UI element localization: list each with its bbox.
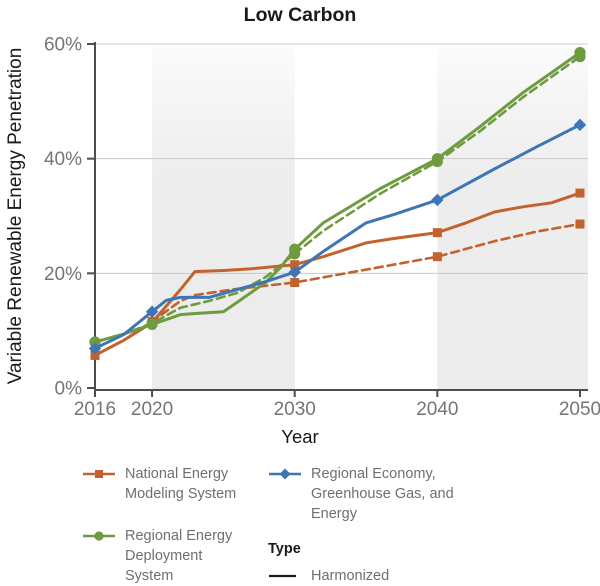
x-axis-title: Year [281,426,318,447]
square-marker-icon [95,470,103,478]
diamond-marker-icon [88,342,102,355]
x-tick-label: 2016 [74,399,116,420]
series-line-diamond-solid [93,123,582,350]
y-tick-label: 40% [44,149,82,170]
y-tick-label: 0% [55,379,83,400]
regge-line-swatch-icon [269,468,301,480]
nems-line-swatch-icon [83,470,115,478]
circle-marker-icon [431,153,443,165]
diamond-marker-icon [288,265,301,279]
x-tick-label: 2030 [274,399,316,420]
legend-item-nems: National Energy Modeling System [82,464,252,504]
diamond-marker-icon [145,305,159,318]
square-marker-icon [290,260,300,270]
y-axis-title: Variable Renewable Energy Penetration [5,48,26,385]
legend-column-1: National Energy Modeling System Regional… [82,464,252,585]
circle-marker-icon [89,336,101,348]
decade-band [152,46,295,389]
diamond-marker-icon [279,468,291,480]
series-line-circle-solid [93,51,582,344]
square-marker-icon [90,350,100,360]
legend-label-regge: Regional Economy, Greenhouse Gas, and En… [311,466,454,522]
line-chart: 0% 20% 40% 60% 2016 2020 2030 2040 2050 Low Carb… [5,4,600,447]
circle-marker-icon [94,531,104,541]
square-marker-icon [575,188,585,198]
decade-band [437,46,588,389]
harmonized-line-swatch-icon [269,574,296,578]
chart-area: 0% 20% 40% 60% 2016 2020 2030 2040 2050 Low Carb… [5,4,600,447]
circle-marker-icon [146,318,158,330]
x-tick-label: 2020 [131,399,173,420]
diamond-marker-icon [573,118,587,132]
x-tick-label: 2050 [559,399,600,420]
square-marker-icon [290,278,300,288]
y-tick-label: 20% [44,264,82,285]
square-marker-icon [432,252,442,262]
chart-title: Low Carbon [244,4,357,26]
square-marker-icon [575,219,585,229]
legend-type-header: Type [268,541,301,557]
chart-plot: 0% 20% 40% 60% 2016 2020 2030 2040 2050 [44,35,600,421]
legend-item-regge: Regional Economy, Greenhouse Gas, and En… [268,464,498,524]
legend: National Energy Modeling System Regional… [0,450,600,585]
legend-label-nems: National Energy Modeling System [125,466,237,502]
legend-item-harmonized: Harmonized [268,566,498,586]
diamond-marker-icon [431,193,444,207]
legend-label-reeds: Regional Energy Deployment System [125,528,233,584]
circle-marker-icon [289,243,301,255]
x-tick-label: 2040 [416,399,458,420]
square-marker-icon [432,228,442,238]
y-tick-label: 60% [44,35,82,56]
reeds-line-swatch-icon [83,531,115,541]
legend-column-2: Regional Economy, Greenhouse Gas, and En… [268,464,498,585]
circle-marker-icon [574,47,586,59]
legend-item-reeds: Regional Energy Deployment System [82,526,252,586]
legend-label-harmonized: Harmonized [311,568,390,584]
